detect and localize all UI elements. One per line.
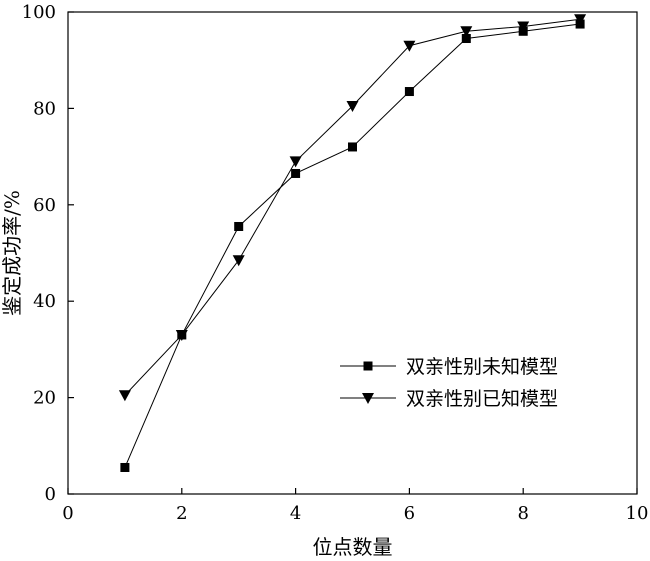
y-tick-label: 0 [45, 484, 56, 505]
data-point [348, 142, 357, 152]
y-tick-label: 60 [33, 195, 56, 216]
data-point [346, 100, 359, 112]
data-point [120, 462, 130, 472]
plot-area [67, 11, 638, 495]
data-point [289, 156, 302, 168]
y-tick-label: 80 [33, 98, 56, 119]
x-axis-title: 位点数量 [313, 535, 393, 559]
series-2 [118, 14, 587, 402]
y-axis-title: 鉴定成功率/% [0, 190, 24, 316]
y-tick-label: 20 [33, 388, 56, 409]
data-point [232, 255, 245, 267]
data-point [118, 390, 131, 402]
data-point [460, 26, 473, 38]
series-group [118, 14, 587, 472]
legend-marker [363, 361, 373, 371]
data-point [175, 329, 188, 341]
legend-marker [362, 393, 374, 404]
x-tick-label: 2 [176, 503, 187, 524]
data-point [574, 14, 587, 26]
data-point [517, 21, 530, 33]
y-tick-label: 40 [33, 291, 56, 312]
x-tick-label: 6 [404, 503, 415, 524]
series-line [124, 18, 581, 396]
plot-frame [67, 11, 638, 495]
x-tick-label: 4 [290, 503, 301, 524]
legend-item: 双亲性别未知模型 [340, 356, 558, 378]
legend-label: 双亲性别未知模型 [406, 356, 558, 378]
legend-item: 双亲性别已知模型 [340, 388, 558, 410]
legend-label: 双亲性别已知模型 [406, 388, 558, 410]
x-tick-label: 8 [517, 503, 528, 524]
data-point [234, 221, 244, 231]
data-point [403, 40, 416, 52]
y-tick-label: 100 [22, 2, 56, 23]
data-point [461, 34, 471, 44]
data-point [291, 168, 301, 178]
x-tick-label: 10 [626, 503, 649, 524]
x-tick-label: 0 [62, 503, 73, 524]
data-point [404, 87, 414, 97]
